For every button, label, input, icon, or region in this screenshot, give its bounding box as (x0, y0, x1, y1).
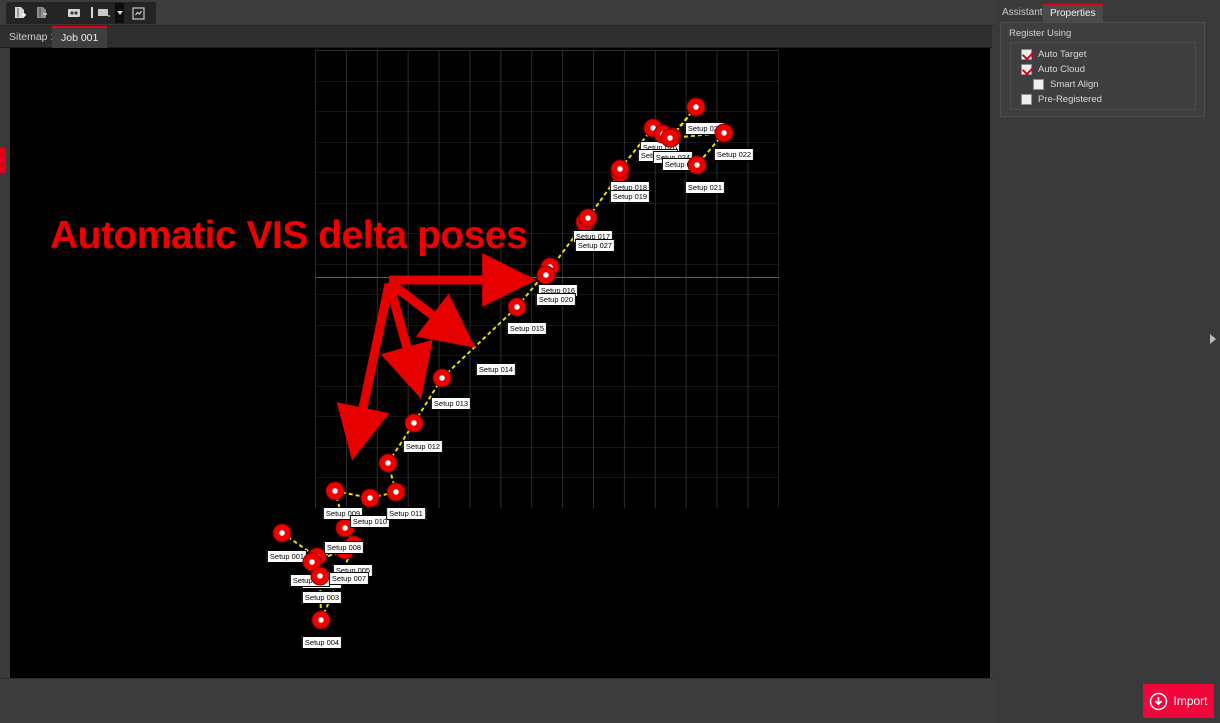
scan-node-label[interactable]: Setup 008 (323, 541, 365, 554)
checkbox-box[interactable] (1021, 94, 1032, 105)
scan-node[interactable] (714, 123, 734, 143)
chevron-right-icon[interactable] (1209, 332, 1217, 350)
link-scans-icon[interactable] (63, 3, 85, 23)
import-label: Import (1173, 694, 1208, 708)
scan-node-label[interactable]: Setup 004 (301, 636, 343, 649)
properties-body: Register Using Auto Target Auto Cloud Sm… (1000, 22, 1205, 117)
scan-node[interactable] (578, 208, 598, 228)
scan-node-label[interactable]: Setup 020 (535, 293, 577, 306)
register-using-title: Register Using (1009, 28, 1072, 39)
scan-node[interactable] (687, 155, 707, 175)
toolbar-group-report (124, 2, 156, 24)
checkbox-label: Pre-Registered (1038, 94, 1102, 105)
checkbox-box[interactable] (1021, 49, 1032, 60)
scan-node-label[interactable]: Setup 011 (386, 507, 426, 520)
scan-node[interactable] (360, 488, 380, 508)
scan-node[interactable] (310, 566, 330, 586)
properties-panel: Assistant Properties Register Using Auto… (995, 0, 1220, 723)
scan-node[interactable] (404, 413, 424, 433)
left-edge-panel-handle[interactable] (0, 148, 6, 173)
scan-node-label[interactable]: Setup 013 (430, 397, 472, 410)
scan-node-label[interactable]: Setup 027 (574, 239, 616, 252)
scan-node[interactable] (272, 523, 292, 543)
tab-properties[interactable]: Properties (1043, 4, 1103, 22)
checkbox-auto-target[interactable]: Auto Target (1021, 49, 1086, 60)
toolbar-group-scans (6, 2, 64, 24)
scan-node[interactable] (507, 297, 527, 317)
checkbox-label: Smart Align (1050, 79, 1099, 90)
viewport-right-gutter (990, 48, 995, 678)
annotation-text: Automatic VIS delta poses (50, 214, 528, 257)
checkbox-smart-align[interactable]: Smart Align (1033, 79, 1099, 90)
scan-node-label[interactable]: Setup 003 (301, 591, 343, 604)
tab-assistant[interactable]: Assistant (1002, 7, 1043, 18)
tab-sitemap-1[interactable]: Sitemap 1 (9, 31, 57, 43)
scan-node[interactable] (432, 368, 452, 388)
scan-node-label[interactable]: Setup 012 (402, 440, 444, 453)
checkbox-box[interactable] (1021, 64, 1032, 75)
tab-job-001[interactable]: Job 001 (52, 26, 108, 48)
scan-node-label[interactable]: Setup 014 (475, 363, 517, 376)
report-icon[interactable] (127, 3, 149, 23)
scan-node[interactable] (536, 265, 556, 285)
scan-node[interactable] (378, 453, 398, 473)
scan-node-label[interactable]: Setup 022 (713, 148, 755, 161)
import-button[interactable]: Import (1143, 684, 1214, 718)
scan-node-label[interactable]: Setup 019 (609, 190, 651, 203)
scan-node[interactable] (325, 481, 345, 501)
viewport-left-gutter (0, 48, 10, 678)
add-scan-icon[interactable] (9, 3, 31, 23)
remove-scan-icon[interactable] (31, 3, 53, 23)
checkbox-pre-registered[interactable]: Pre-Registered (1021, 94, 1102, 105)
scan-node-label[interactable]: Setup 001 (266, 550, 308, 563)
register-using-box: Auto Target Auto Cloud Smart Align Pre-R… (1010, 42, 1196, 110)
scan-node[interactable] (386, 482, 406, 502)
scan-node[interactable] (686, 97, 706, 117)
checkbox-label: Auto Cloud (1038, 64, 1086, 75)
checkbox-box[interactable] (1033, 79, 1044, 90)
scan-node[interactable] (311, 610, 331, 630)
scan-node[interactable] (660, 128, 680, 148)
scan-node-label[interactable]: Setup 021 (684, 181, 726, 194)
toolbar-group-bundle (93, 2, 129, 24)
bottom-status-bar (0, 678, 995, 723)
checkbox-label: Auto Target (1038, 49, 1087, 60)
bundle-icon[interactable] (93, 3, 115, 23)
download-circle-icon (1150, 692, 1168, 710)
scan-node[interactable] (610, 159, 630, 179)
chevron-down-icon[interactable] (115, 3, 124, 23)
scan-node-label[interactable]: Setup 010 (349, 515, 391, 528)
checkbox-auto-cloud[interactable]: Auto Cloud (1021, 64, 1085, 75)
scan-node-label[interactable]: Setup 015 (506, 322, 548, 335)
panel-tab-strip: Assistant Properties (995, 4, 1195, 22)
scan-node-label[interactable]: Setup 007 (328, 572, 370, 585)
document-tab-strip: Sitemap 1 Job 001 (0, 26, 992, 48)
